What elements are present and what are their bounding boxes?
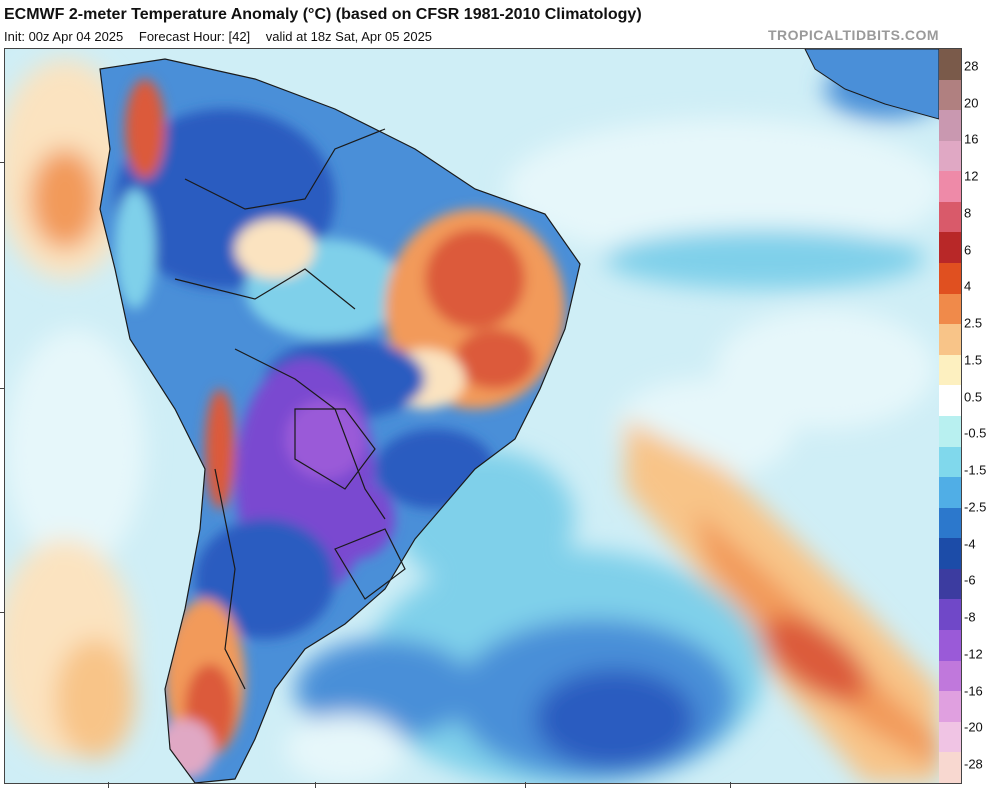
- colorbar-tick-label: -12: [964, 646, 983, 662]
- colorbar-swatch: [939, 385, 961, 416]
- colorbar-tick-label: 2.5: [964, 315, 983, 331]
- init-time: Init: 00z Apr 04 2025: [4, 29, 124, 44]
- colorbar-swatch: [939, 140, 961, 172]
- colorbar-tick-label: 16: [964, 131, 979, 147]
- colorbar-swatch: [939, 232, 961, 264]
- colorbar-tick-label: 8: [964, 205, 972, 221]
- colorbar-swatch: [939, 691, 961, 722]
- colorbar-swatch: [939, 507, 961, 539]
- border-line: [174, 268, 356, 310]
- anomaly-map: [5, 49, 939, 783]
- colorbar-tick-label: 1.5: [964, 352, 983, 368]
- axis-tick: [0, 388, 5, 389]
- colorbar-tick-label: -20: [964, 719, 983, 735]
- border-line: [184, 128, 386, 210]
- colorbar-labels: 28 20 16 12 8 6 4 2.5 1.5 0.5 -0.5 -1.5 -2.5 -4 -6 -8 -1…: [964, 48, 998, 782]
- colorbar-tick-label: 28: [964, 58, 979, 74]
- colorbar-swatch: [939, 415, 961, 447]
- colorbar-swatch: [939, 446, 961, 478]
- colorbar-tick-label: -2.5: [964, 499, 987, 515]
- figure-subtitle: Init: 00z Apr 04 2025 Forecast Hour: [42…: [4, 29, 444, 44]
- colorbar-swatch: [939, 752, 961, 783]
- colorbar-tick-label: 20: [964, 95, 979, 111]
- country-borders: [99, 58, 581, 783]
- colorbar-tick-label: 0.5: [964, 389, 983, 405]
- axis-tick: [108, 782, 109, 788]
- colorbar-swatch: [939, 201, 961, 233]
- colorbar-tick-label: 6: [964, 242, 972, 258]
- colorbar-tick-label: -16: [964, 683, 983, 699]
- colorbar-swatch: [939, 79, 961, 111]
- colorbar-tick-label: 4: [964, 278, 972, 294]
- colorbar-tick-label: -4: [964, 536, 976, 552]
- colorbar-swatch: [939, 293, 961, 325]
- colorbar-tick-label: -1.5: [964, 462, 987, 478]
- axis-tick: [730, 782, 731, 788]
- colorbar-swatch: [939, 354, 961, 386]
- forecast-hour: Forecast Hour: [42]: [138, 29, 251, 44]
- colorbar-swatch: [939, 324, 961, 355]
- axis-tick: [525, 782, 526, 788]
- border-line: [214, 468, 246, 690]
- colorbar-tick-label: -28: [964, 756, 983, 772]
- colorbar-swatch: [939, 721, 961, 753]
- colorbar-tick-label: -0.5: [964, 425, 987, 441]
- map-panel: [4, 48, 940, 784]
- figure-title: ECMWF 2-meter Temperature Anomaly (°C) (…: [4, 6, 642, 23]
- colorbar-swatch: [939, 110, 961, 141]
- colorbar-swatch: [939, 263, 961, 294]
- colorbar-swatch: [939, 660, 961, 692]
- colorbar: [939, 48, 962, 784]
- axis-tick: [0, 162, 5, 163]
- colorbar-swatch: [939, 599, 961, 630]
- axis-tick: [315, 782, 316, 788]
- colorbar-swatch: [939, 477, 961, 508]
- colorbar-tick-label: 12: [964, 168, 979, 184]
- border-line: [334, 528, 406, 600]
- south-america-coastline: [99, 58, 581, 783]
- colorbar-tick-label: -8: [964, 609, 976, 625]
- colorbar-swatch: [939, 49, 961, 80]
- colorbar-swatch: [939, 171, 961, 202]
- border-line: [294, 408, 376, 490]
- colorbar-swatch: [939, 629, 961, 661]
- colorbar-tick-label: -6: [964, 572, 976, 588]
- valid-time: valid at 18z Sat, Apr 05 2025: [265, 29, 433, 44]
- axis-tick: [0, 612, 5, 613]
- colorbar-swatch: [939, 568, 961, 600]
- africa-coast: [804, 49, 939, 120]
- colorbar-swatch: [939, 538, 961, 569]
- brand-watermark: TROPICALTIDBITS.COM: [767, 27, 939, 43]
- ocean-anomaly-patches: [5, 59, 939, 783]
